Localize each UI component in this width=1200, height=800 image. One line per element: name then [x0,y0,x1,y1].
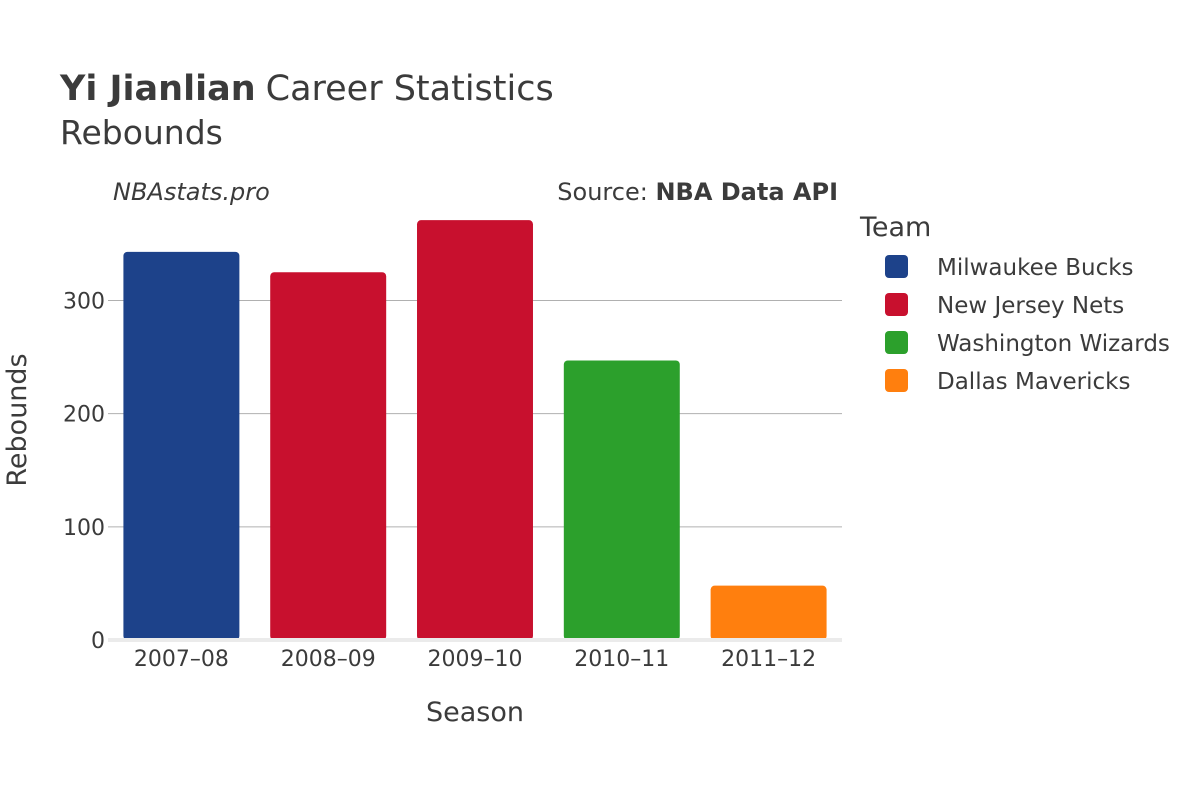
y-tick-label: 0 [91,629,105,654]
y-tick-label: 300 [63,290,105,315]
x-axis-title: Season [426,697,524,728]
y-axis-title: Rebounds [2,353,33,486]
title-rest: Career Statistics [266,69,554,109]
player-name: Yi Jianlian [59,69,256,109]
source-prefix: Source: [557,178,655,206]
y-tick-label: 200 [63,403,105,428]
bar-layer [123,220,827,641]
chart-title: Yi Jianlian Career Statistics [59,69,554,109]
x-tick-layer: 2007–08 2008–09 2009–10 2010–11 2011–12 [134,647,816,672]
legend-label: Dallas Mavericks [937,369,1130,395]
legend-label: New Jersey Nets [937,293,1124,319]
source-credit: Source: NBA Data API [557,178,838,206]
bar [563,360,680,640]
watermark: NBAstats.pro [113,178,270,206]
x-axis-baseline [108,638,842,642]
x-tick-label: 2008–09 [281,647,376,672]
bar [710,585,827,640]
bar [270,272,387,640]
bar [123,251,240,641]
chart-subtitle: Rebounds [60,113,223,152]
y-tick-layer: 0 100 200 300 [63,290,105,654]
bar [417,220,533,640]
legend-swatch [885,331,908,354]
x-tick-label: 2007–08 [134,647,229,672]
legend: Milwaukee Bucks New Jersey Nets Washington… [885,255,1170,395]
x-tick-label: 2010–11 [574,647,669,672]
legend-swatch [885,255,908,278]
x-tick-label: 2009–10 [428,647,523,672]
legend-label: Milwaukee Bucks [937,255,1134,281]
y-tick-label: 100 [63,516,105,541]
legend-label: Washington Wizards [937,331,1170,357]
legend-title: Team [859,212,931,243]
source-name: NBA Data API [655,178,838,206]
x-tick-label: 2011–12 [721,647,816,672]
legend-swatch [885,369,908,392]
legend-swatch [885,293,908,316]
